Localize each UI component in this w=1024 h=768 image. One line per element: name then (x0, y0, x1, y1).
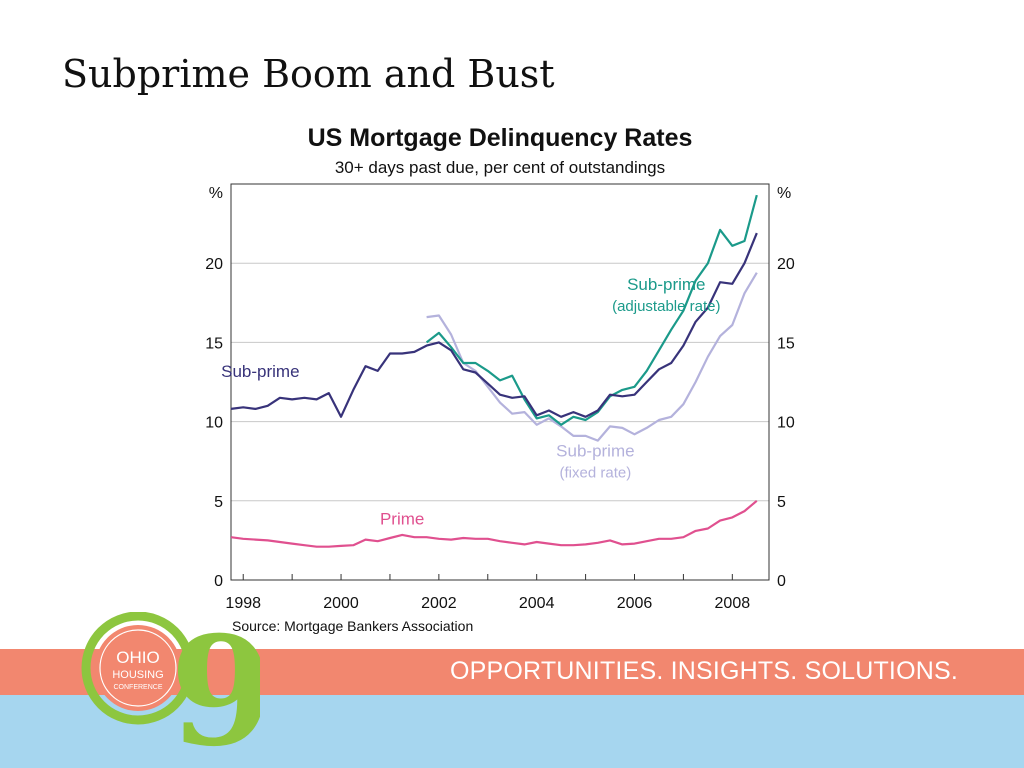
series-label: Sub-prime (556, 441, 634, 460)
chart-source: Source: Mortgage Bankers Association (232, 618, 474, 634)
logo-text-conference: CONFERENCE (113, 684, 162, 691)
y-tick-label-right: 10 (777, 415, 795, 432)
y-tick-label-left: 20 (205, 256, 223, 273)
logo-inner-ring (99, 629, 177, 707)
logo-numeral: 9 (170, 612, 260, 768)
y-tick-label-right: 15 (777, 335, 795, 352)
y-unit-left: % (209, 185, 223, 202)
x-tick-label: 2000 (323, 595, 359, 612)
chart-title: US Mortgage Delinquency Rates (307, 124, 693, 152)
y-tick-label-left: 15 (205, 335, 223, 352)
logo-inner-disc (95, 625, 181, 711)
y-tick-label-right: 0 (777, 573, 786, 590)
y-unit-right: % (777, 185, 791, 202)
slide-title: Subprime Boom and Bust (62, 52, 555, 96)
footer-tagline: OPPORTUNITIES. INSIGHTS. SOLUTIONS. (449, 657, 958, 685)
x-tick-label: 2004 (519, 595, 555, 612)
delinquency-chart: 0 0 5 5 10 10 15 15 20 20% % 1998 2000 2002 2004 2006 20… (205, 183, 795, 612)
plot-frame (230, 183, 770, 581)
y-tick-label-right: 20 (777, 256, 795, 273)
series-label: (adjustable rate) (612, 298, 720, 315)
series-line (230, 499, 758, 548)
x-tick-label: 2008 (715, 595, 751, 612)
series-label: Prime (380, 510, 424, 529)
series-label: Sub-prime (221, 362, 299, 381)
series-line (230, 232, 758, 418)
y-tick-label-left: 5 (214, 494, 223, 511)
series-line (425, 194, 758, 426)
logo-outer-ring (81, 612, 195, 725)
ohio-housing-conference-logo: OHIO HOUSING CONFERENCE 9 (81, 612, 260, 768)
series-label: (fixed rate) (560, 464, 632, 481)
logo-text-ohio: OHIO (116, 648, 159, 667)
x-tick-label: 1998 (225, 595, 261, 612)
logo-text-housing: HOUSING (112, 669, 163, 681)
series-label: Sub-prime (627, 275, 705, 294)
y-tick-label-right: 5 (777, 494, 786, 511)
x-tick-label: 2002 (421, 595, 457, 612)
y-tick-label-left: 10 (205, 415, 223, 432)
x-tick-label: 2006 (617, 595, 653, 612)
y-tick-label-left: 0 (214, 573, 223, 590)
chart-subtitle: 30+ days past due, per cent of outstandi… (334, 158, 666, 177)
